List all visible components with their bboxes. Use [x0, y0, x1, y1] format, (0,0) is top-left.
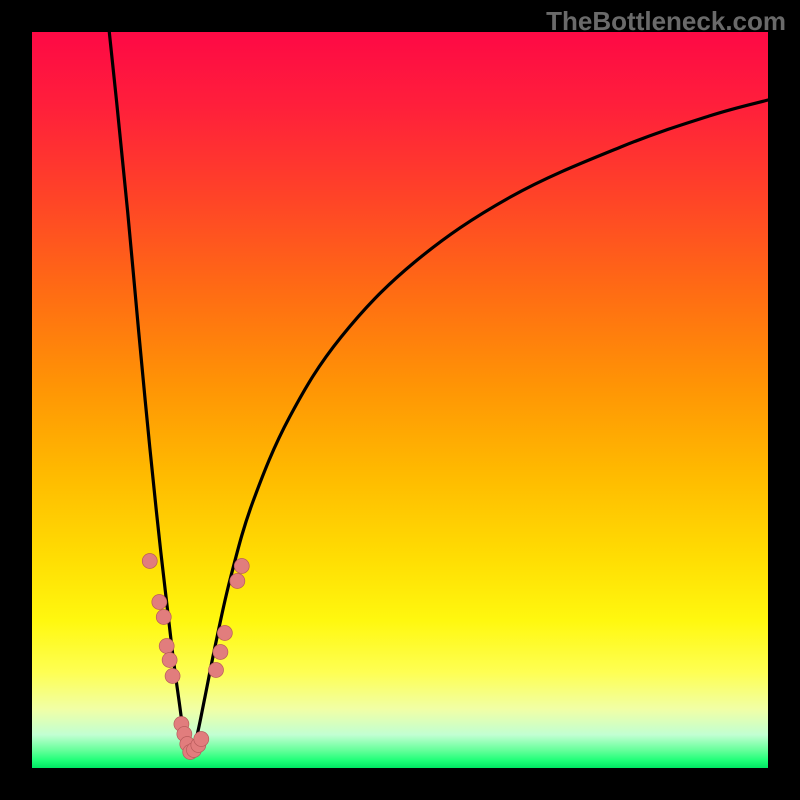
data-marker — [234, 559, 249, 574]
data-marker — [159, 639, 174, 654]
data-marker — [217, 626, 232, 641]
chart-plot-area — [32, 32, 768, 768]
data-marker — [213, 645, 228, 660]
data-marker — [194, 732, 209, 747]
data-marker — [230, 574, 245, 589]
data-marker — [165, 669, 180, 684]
data-marker — [152, 595, 167, 610]
data-marker — [156, 610, 171, 625]
data-marker — [209, 663, 224, 678]
data-marker — [142, 554, 157, 569]
chart-svg — [32, 32, 768, 768]
chart-background — [32, 32, 768, 768]
data-marker — [162, 653, 177, 668]
